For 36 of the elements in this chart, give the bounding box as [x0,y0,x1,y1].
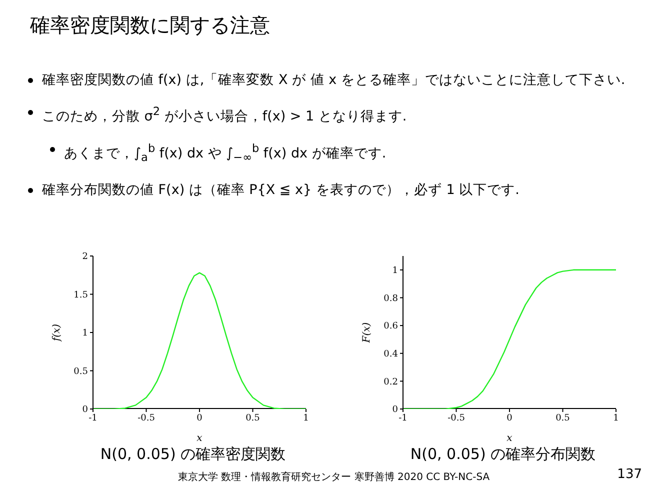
text: 137 [617,467,642,482]
x-tick-label: -1 [398,413,408,424]
y-axis-title: F(x) [362,322,373,344]
x-tick-label: 0.5 [556,413,570,424]
x-tick-label: -0.5 [138,413,156,424]
y-tick-label: 1.5 [74,290,88,300]
x-tick-label: -1 [88,413,98,424]
y-tick-label: 0 [392,405,398,416]
text: N(0, 0.05) の確率分布関数 [409,445,597,464]
text: 東京大学 数理・情報教育研究センター 寒野善博 2020 CC BY-NC-SA [178,470,490,484]
x-axis-title: x [196,433,203,444]
text: 確率分布関数の値 F(x) は（確率 P{X ≦ x} を表すので），必ず 1 以下です. [42,180,520,200]
y-tick-label: 1 [82,328,88,339]
x-tick-label: -0.5 [448,413,466,424]
y-tick-label: 0.4 [384,350,398,360]
line-series [93,272,306,409]
y-tick-label: 0.2 [384,377,398,388]
y-tick-label: 0 [82,405,88,416]
x-tick-label: 0 [196,413,203,424]
text: あくまで，∫$_{a}$$^{b}$ f(x) dx や ∫$_{−∞}$$^{b}$ f(x) dx が確率です. [64,140,386,166]
line-series [403,269,616,409]
x-tick-label: 1 [303,413,309,424]
x-tick-label: 1 [613,413,619,424]
x-axis-title: x [506,433,513,444]
chart-title: 確率密度関数に関する注意 [30,12,270,39]
y-tick-label: 2 [82,252,88,262]
text: N(0, 0.05) の確率密度関数 [99,445,287,464]
y-tick-label: 0.5 [74,366,88,377]
text: このため，分散 σ$^{2}$ が小さい場合，f(x) > 1 となり得ます. [42,104,407,126]
y-axis-title: f(x) [52,324,63,342]
x-tick-label: 0 [506,413,513,424]
x-tick-label: 0.5 [246,413,260,424]
y-tick-label: 0.6 [384,322,398,332]
y-tick-label: 0.8 [384,294,398,304]
y-tick-label: 1 [392,266,398,276]
text: 確率密度関数の値 f(x) は,「確率変数 X が 値 x をとる確率」ではないことに注意して下さい. [42,71,626,90]
